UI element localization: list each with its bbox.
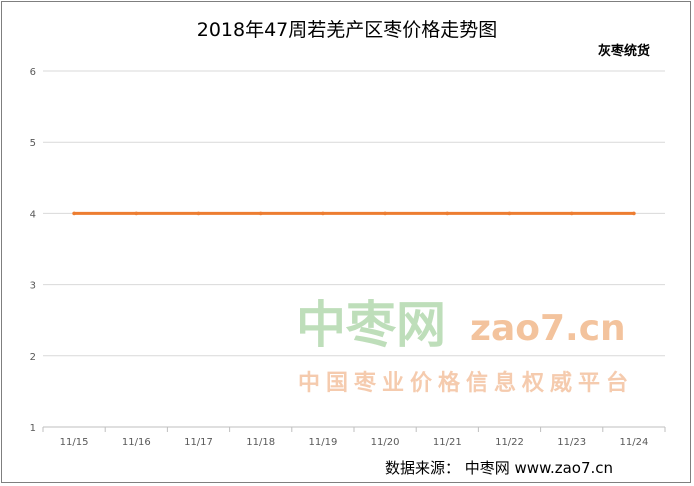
- x-axis: [42, 426, 666, 432]
- x-tick-label-7: 11/22: [495, 437, 524, 448]
- x-tick-label-4: 11/19: [308, 437, 337, 448]
- series-group: [72, 211, 636, 216]
- data-point-0-9: [632, 211, 636, 216]
- watermark-slogan: 中国枣业价格信息权威平台: [298, 370, 634, 396]
- y-tick-label-5: 6: [30, 67, 36, 78]
- x-axis-ticks: 11/15 11/16 11/17 11/18 11/19 11/20 11/21 11/22…: [60, 437, 649, 448]
- y-tick-label-2: 3: [30, 281, 36, 292]
- data-point-0-8: [569, 211, 574, 216]
- data-point-0-4: [321, 211, 325, 216]
- y-tick-label-0: 1: [30, 423, 36, 434]
- y-axis-ticks: 1 2 3 4 5 6: [30, 67, 36, 434]
- y-tick-label-1: 2: [30, 352, 36, 363]
- series-label: 灰枣统货: [598, 43, 650, 59]
- source-text: 数据来源： 中枣网 www.zao7.cn: [385, 459, 613, 477]
- data-point-0-3: [258, 211, 263, 216]
- x-tick-label-9: 11/24: [619, 437, 648, 448]
- watermark-brand: 中枣网: [296, 296, 446, 354]
- y-tick-label-3: 4: [30, 209, 36, 220]
- y-tick-label-4: 5: [30, 138, 36, 149]
- data-point-0-7: [507, 211, 512, 216]
- x-tick-label-2: 11/17: [184, 437, 213, 448]
- data-point-0-0: [72, 211, 76, 216]
- x-tick-label-6: 11/21: [433, 437, 462, 448]
- data-point-0-1: [134, 211, 139, 216]
- x-tick-label-1: 11/16: [122, 437, 151, 448]
- x-tick-label-3: 11/18: [246, 437, 275, 448]
- data-point-0-2: [196, 211, 201, 216]
- x-tick-label-8: 11/23: [557, 437, 586, 448]
- x-tick-label-0: 11/15: [60, 437, 89, 448]
- x-tick-label-5: 11/20: [371, 437, 400, 448]
- data-point-0-5: [383, 211, 387, 216]
- chart-title: 2018年47周若羌产区枣价格走势图: [197, 19, 498, 41]
- watermark-url: zao7.cn: [470, 308, 626, 349]
- data-point-0-6: [445, 211, 450, 216]
